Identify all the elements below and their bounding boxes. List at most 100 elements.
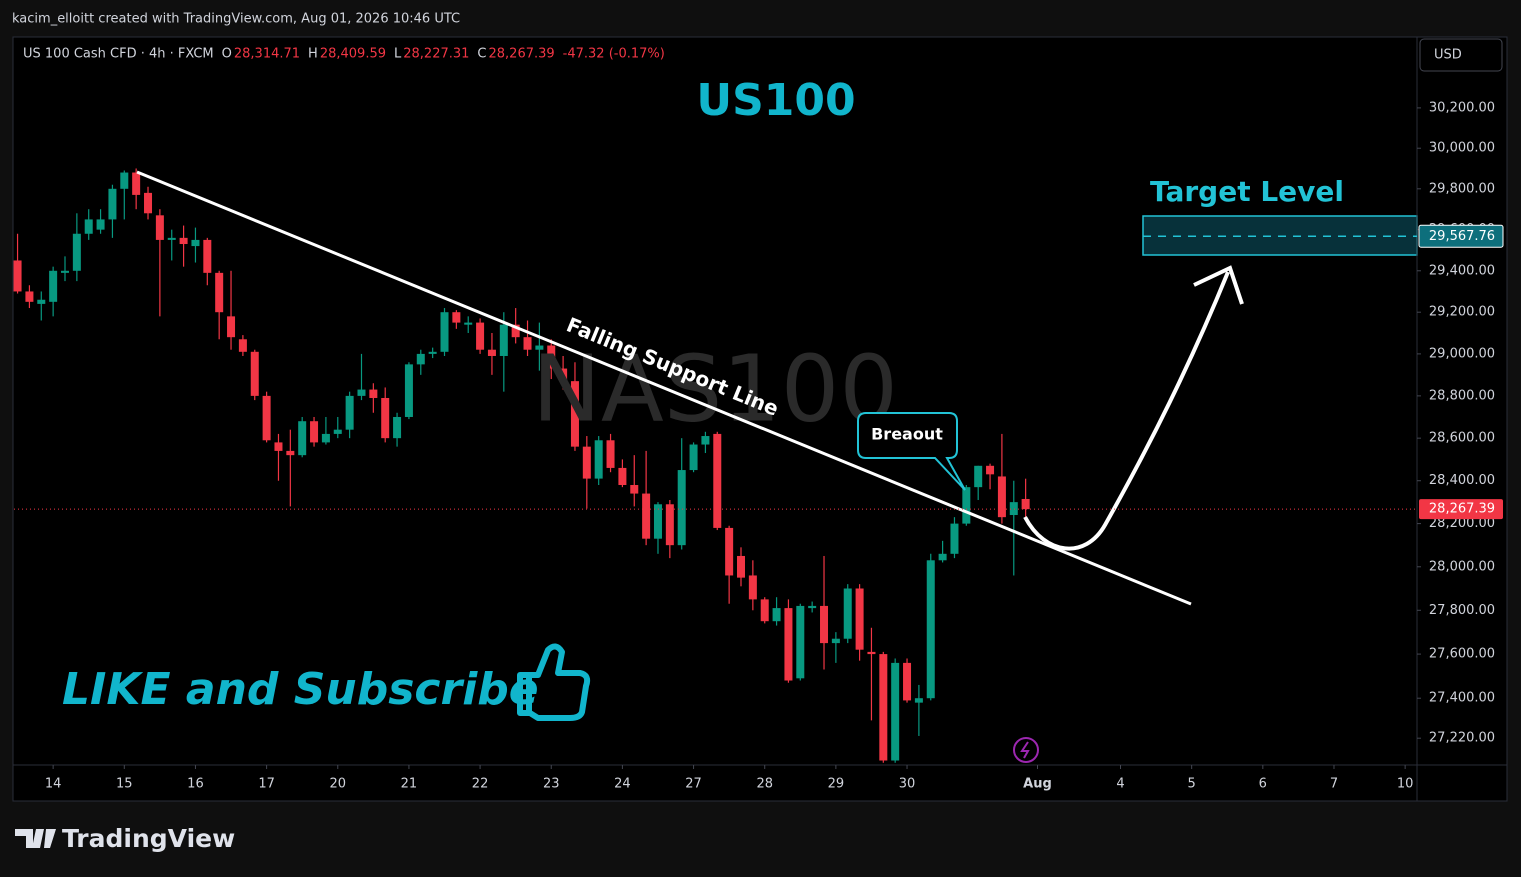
projection-arrow	[1023, 271, 1230, 551]
candle-body	[191, 239, 200, 247]
candle-body	[452, 312, 461, 323]
x-tick-label: 27	[685, 777, 702, 792]
candle-body	[725, 527, 734, 576]
candle-body	[796, 605, 805, 679]
candle-body	[879, 654, 888, 761]
candle-body	[238, 339, 247, 352]
candle-body	[250, 351, 259, 396]
candle-body	[938, 553, 947, 561]
candle-body	[523, 337, 532, 350]
candle-body	[404, 364, 413, 417]
candle-body	[416, 353, 425, 365]
change: -47.32 (-0.17%)	[563, 47, 665, 62]
candle-body	[618, 467, 627, 486]
candle-body	[701, 436, 710, 445]
candle-body	[227, 316, 236, 338]
x-tick-label: 22	[472, 777, 489, 792]
candle-body	[974, 465, 983, 488]
candle-body	[25, 291, 34, 302]
candle-body	[642, 493, 651, 539]
breakout-label: Breaout	[871, 425, 943, 444]
candle-body	[215, 272, 224, 313]
candle-body	[393, 416, 402, 439]
y-tick-label: 29,800.00	[1429, 181, 1495, 196]
candle-body	[926, 560, 935, 699]
currency-label: USD	[1434, 48, 1462, 63]
x-tick-label: Aug	[1023, 777, 1052, 792]
x-tick-label: 15	[116, 777, 133, 792]
candle-body	[820, 605, 829, 644]
ohlc-value: 28,409.59	[320, 47, 386, 62]
candle-body	[381, 397, 390, 439]
candle-body	[108, 188, 117, 220]
thumbs-up-icon	[517, 643, 591, 721]
y-tick-label: 28,000.00	[1429, 559, 1495, 574]
candle-body	[120, 172, 129, 189]
last-price-label: 28,267.39	[1429, 502, 1495, 517]
candle-body	[559, 368, 568, 382]
candle-body	[760, 599, 769, 622]
candle-body	[784, 608, 793, 681]
alert-bolt	[1020, 741, 1030, 759]
ohlc-key: L	[394, 47, 402, 62]
candle-body	[713, 433, 722, 528]
candle-body	[274, 442, 283, 451]
x-tick-label: 10	[1397, 777, 1414, 792]
candle-body	[772, 608, 781, 622]
candle-body	[950, 523, 959, 554]
last-price-tag	[1419, 499, 1503, 520]
candle-body	[464, 322, 473, 325]
y-tick-label: 28,600.00	[1429, 431, 1495, 446]
candle-body	[179, 237, 188, 245]
candle-body	[582, 446, 591, 479]
chart-title: US100	[696, 75, 855, 126]
candle-body	[96, 219, 105, 230]
ohlc-value: 28,267.39	[489, 47, 555, 62]
x-tick-label: 17	[258, 777, 275, 792]
candle-body	[665, 504, 674, 546]
ohlc-key: O	[222, 47, 232, 62]
y-tick-label: 29,400.00	[1429, 263, 1495, 278]
candle-body	[535, 345, 544, 350]
brand-logo	[15, 829, 56, 848]
x-tick-label: 5	[1188, 777, 1196, 792]
ohlc-value: 28,314.71	[234, 47, 300, 62]
candle-body	[689, 444, 698, 471]
x-tick-label: 30	[899, 777, 916, 792]
candle-body	[903, 662, 912, 701]
candle-body	[914, 698, 923, 703]
candle-body	[13, 260, 22, 292]
y-tick-label: 30,000.00	[1429, 141, 1495, 156]
candle-body	[594, 440, 603, 479]
candle-body	[357, 389, 366, 396]
candle-body	[345, 395, 354, 430]
candle-body	[677, 470, 686, 546]
candle-body	[333, 429, 342, 434]
x-tick-label: 20	[329, 777, 346, 792]
candle-body	[499, 324, 508, 356]
candle-body	[843, 588, 852, 639]
candle-body	[37, 299, 46, 304]
x-tick-label: 21	[401, 777, 418, 792]
candle-body	[547, 345, 556, 369]
currency-button[interactable]	[1419, 38, 1503, 72]
y-tick-label: 28,200.00	[1429, 516, 1495, 531]
y-tick-label: 30,200.00	[1429, 100, 1495, 115]
ohlc-key: H	[308, 47, 318, 62]
target-zone	[1142, 215, 1418, 256]
y-tick-label: 27,220.00	[1429, 731, 1495, 746]
trend-line	[136, 170, 1192, 606]
y-tick-label: 28,400.00	[1429, 473, 1495, 488]
y-tick-label: 27,800.00	[1429, 603, 1495, 618]
candle-body	[72, 233, 81, 271]
candle-body	[891, 662, 900, 761]
candle-body	[428, 351, 437, 354]
cta: LIKE and Subscribe	[62, 664, 539, 715]
x-tick-label: 16	[187, 777, 204, 792]
candle-body	[132, 172, 141, 195]
target-label: 29,567.76	[1429, 229, 1495, 244]
candle-body	[808, 605, 817, 609]
x-tick-label: 6	[1259, 777, 1267, 792]
arrow-head	[1193, 265, 1244, 305]
candle-body	[653, 504, 662, 539]
